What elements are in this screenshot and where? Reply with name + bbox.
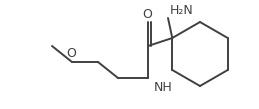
- Text: O: O: [66, 47, 76, 60]
- Text: NH: NH: [154, 81, 173, 94]
- Text: H₂N: H₂N: [170, 3, 194, 16]
- Text: O: O: [142, 8, 152, 20]
